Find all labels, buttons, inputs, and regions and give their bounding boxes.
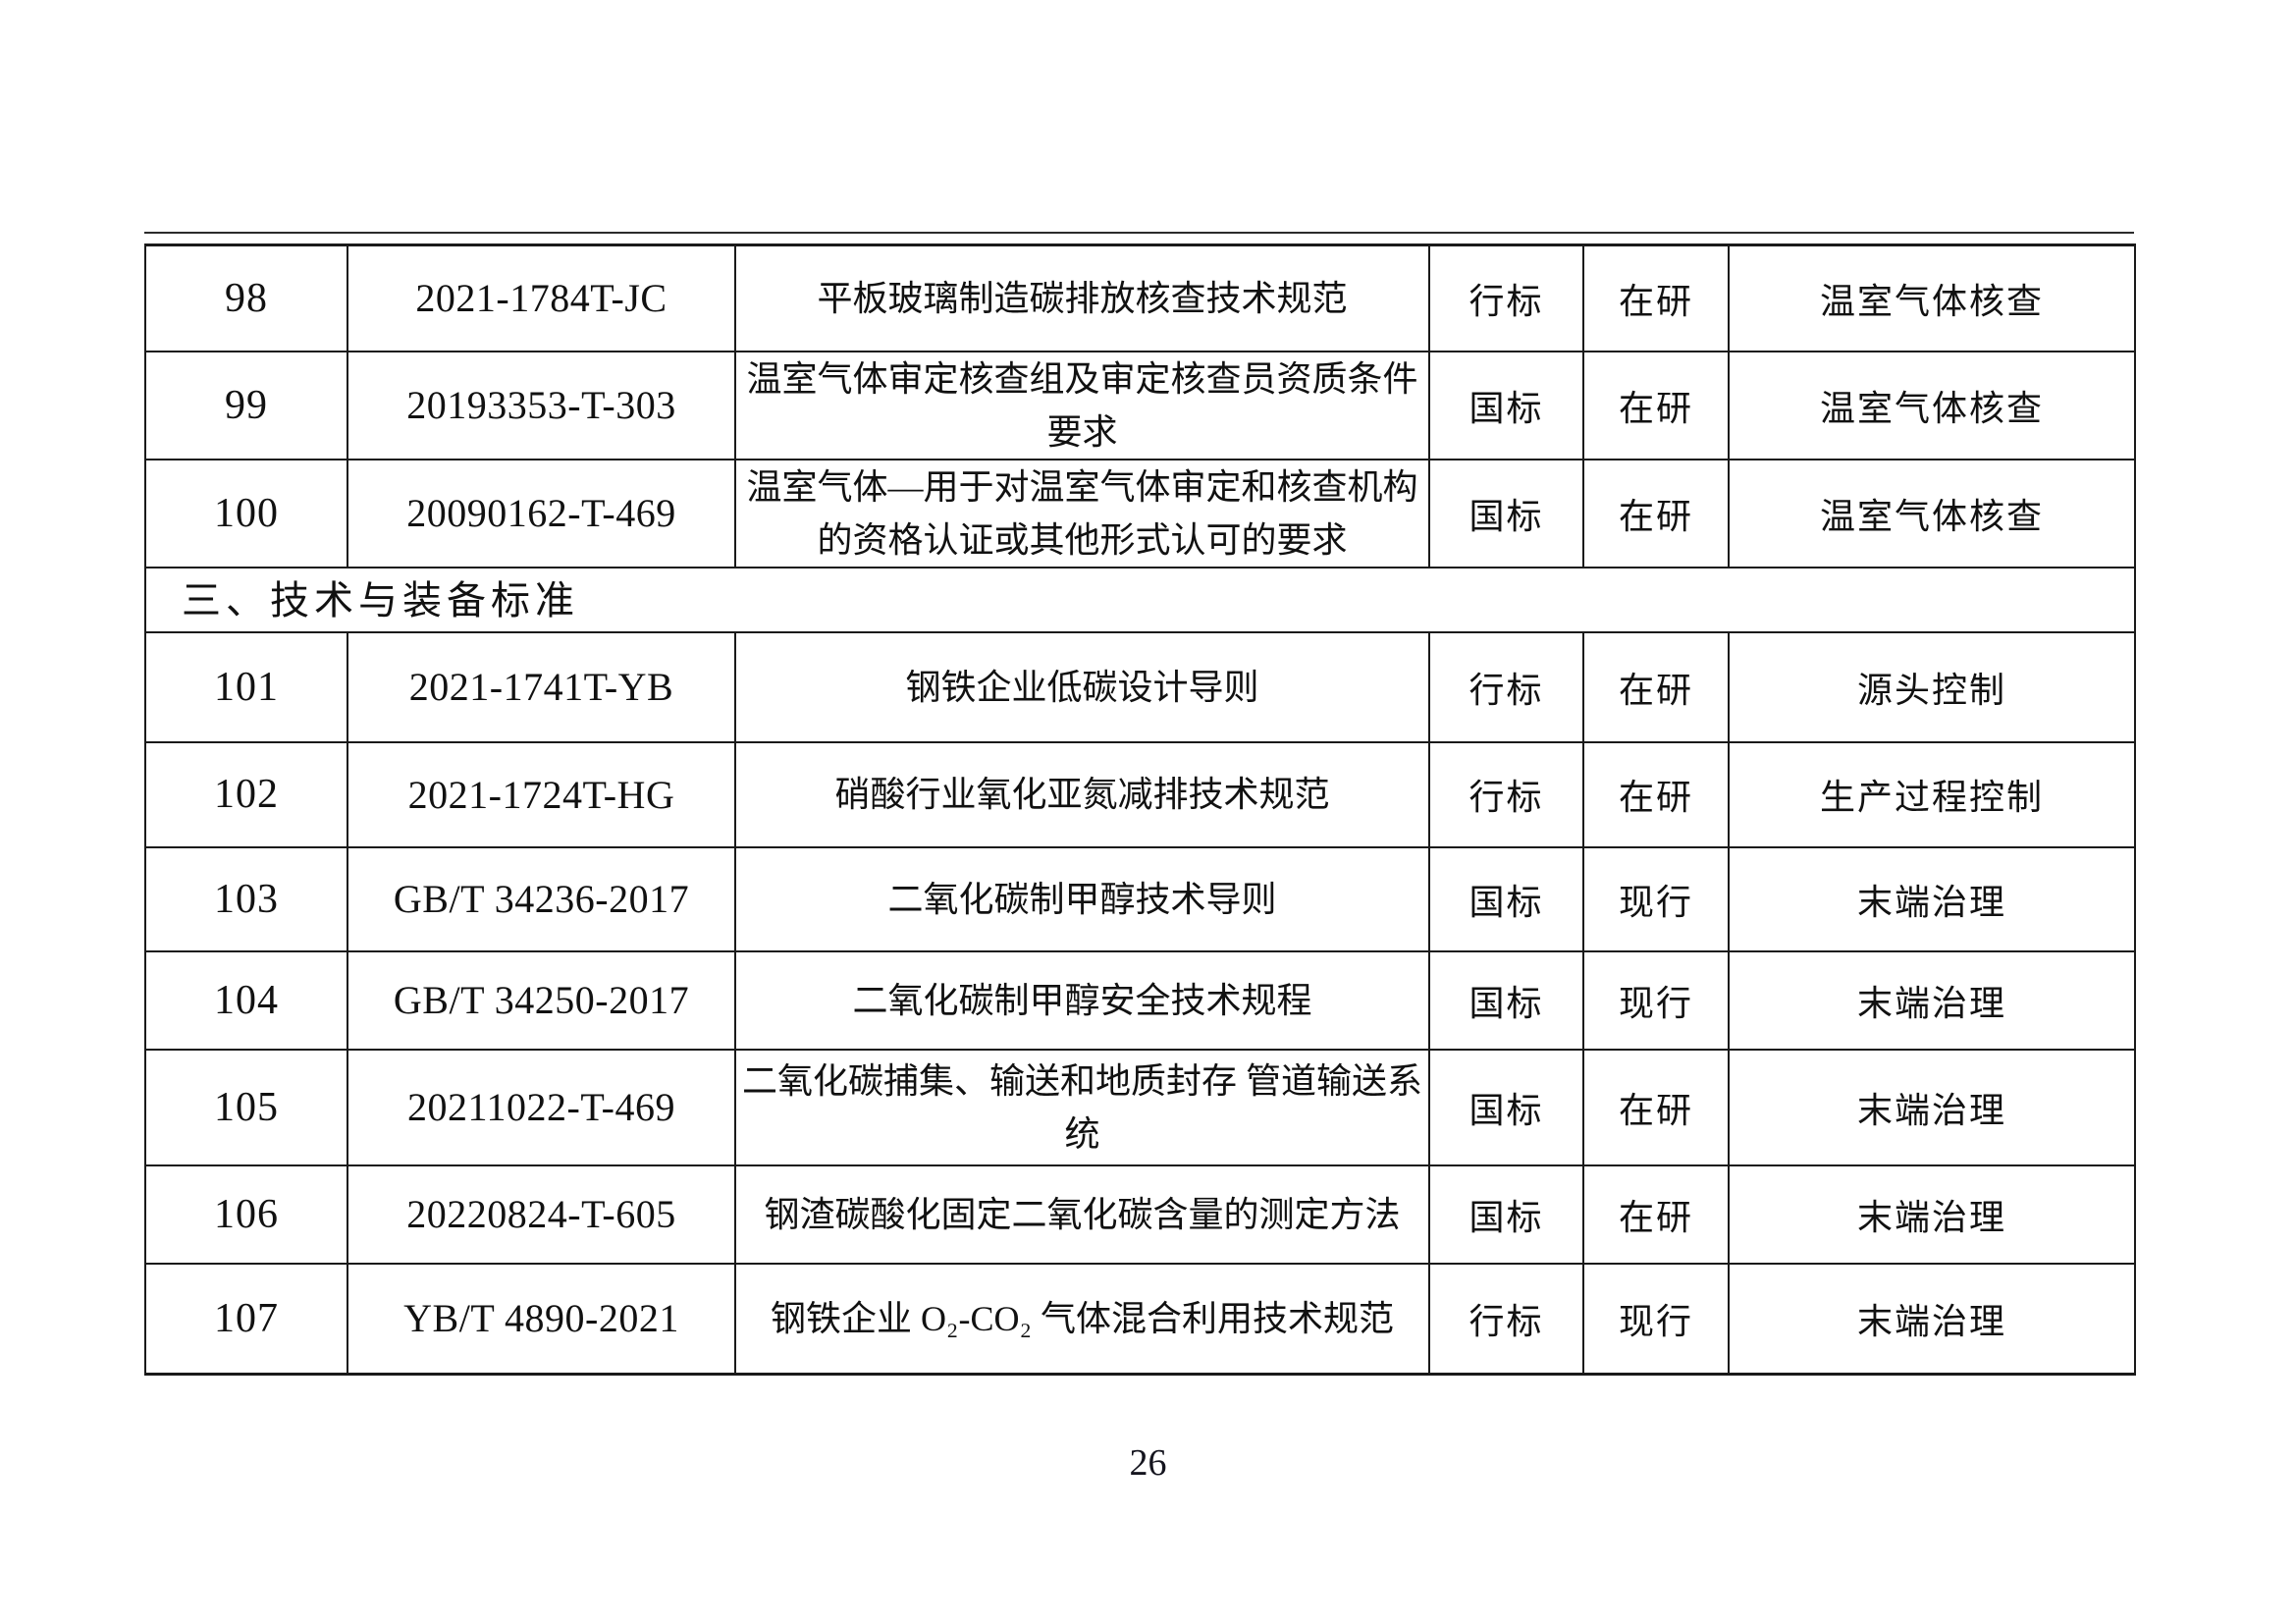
standard-type-cell: 国标 xyxy=(1428,350,1584,460)
category-cell: 末端治理 xyxy=(1728,949,2136,1051)
row-number-cell: 98 xyxy=(144,244,348,352)
standard-type-cell: 国标 xyxy=(1428,1048,1584,1166)
category-cell: 生产过程控制 xyxy=(1728,740,2136,848)
standard-name-cell: 硝酸行业氧化亚氮减排技术规范 xyxy=(734,740,1430,848)
page-number: 26 xyxy=(1129,1442,1167,1484)
standard-code-cell: 20220824-T-605 xyxy=(347,1164,736,1265)
standard-code-cell: 2021-1724T-HG xyxy=(347,740,736,848)
standard-name-cell: 钢渣碳酸化固定二氧化碳含量的测定方法 xyxy=(734,1164,1430,1265)
row-number-cell: 103 xyxy=(144,845,348,952)
table-row: 98 2021-1784T-JC 平板玻璃制造碳排放核查技术规范 行标 在研 温… xyxy=(144,244,2136,352)
section-header-label: 三、技术与装备标准 xyxy=(144,566,2136,633)
standard-code-cell: 2021-1784T-JC xyxy=(347,244,736,352)
standard-type-cell: 国标 xyxy=(1428,949,1584,1051)
table-row: 102 2021-1724T-HG 硝酸行业氧化亚氮减排技术规范 行标 在研 生… xyxy=(144,740,2136,848)
standard-code-cell: GB/T 34236-2017 xyxy=(347,845,736,952)
standard-type-cell: 国标 xyxy=(1428,1164,1584,1265)
standard-code-cell: GB/T 34250-2017 xyxy=(347,949,736,1051)
standard-name-cell: 二氧化碳捕集、输送和地质封存 管道输送系统 xyxy=(734,1048,1430,1166)
standard-type-cell: 行标 xyxy=(1428,1262,1584,1376)
standard-status-cell: 现行 xyxy=(1582,845,1730,952)
standard-code-cell: 20090162-T-469 xyxy=(347,458,736,568)
table-row: 101 2021-1741T-YB 钢铁企业低碳设计导则 行标 在研 源头控制 xyxy=(144,630,2136,743)
standard-status-cell: 在研 xyxy=(1582,244,1730,352)
standard-status-cell: 在研 xyxy=(1582,740,1730,848)
section-header-row: 三、技术与装备标准 xyxy=(144,566,2136,633)
row-number-cell: 106 xyxy=(144,1164,348,1265)
row-number-cell: 102 xyxy=(144,740,348,848)
table-row: 104 GB/T 34250-2017 二氧化碳制甲醇安全技术规程 国标 现行 … xyxy=(144,949,2136,1051)
standard-status-cell: 在研 xyxy=(1582,458,1730,568)
table-row: 105 20211022-T-469 二氧化碳捕集、输送和地质封存 管道输送系统… xyxy=(144,1048,2136,1166)
standards-table: 98 2021-1784T-JC 平板玻璃制造碳排放核查技术规范 行标 在研 温… xyxy=(144,244,2136,1376)
category-cell: 温室气体核查 xyxy=(1728,350,2136,460)
standard-code-cell: 2021-1741T-YB xyxy=(347,630,736,743)
standard-name-cell: 钢铁企业低碳设计导则 xyxy=(734,630,1430,743)
table-row: 99 20193353-T-303 温室气体审定核查组及审定核查员资质条件要求 … xyxy=(144,350,2136,460)
row-number-cell: 100 xyxy=(144,458,348,568)
category-cell: 源头控制 xyxy=(1728,630,2136,743)
category-cell: 末端治理 xyxy=(1728,845,2136,952)
standard-type-cell: 行标 xyxy=(1428,244,1584,352)
category-cell: 温室气体核查 xyxy=(1728,244,2136,352)
row-number-cell: 107 xyxy=(144,1262,348,1376)
category-cell: 温室气体核查 xyxy=(1728,458,2136,568)
standard-name-cell: 温室气体审定核查组及审定核查员资质条件要求 xyxy=(734,350,1430,460)
row-number-cell: 105 xyxy=(144,1048,348,1166)
table-row: 106 20220824-T-605 钢渣碳酸化固定二氧化碳含量的测定方法 国标… xyxy=(144,1164,2136,1265)
table-row: 100 20090162-T-469 温室气体—用于对温室气体审定和核查机构的资… xyxy=(144,458,2136,568)
standard-status-cell: 在研 xyxy=(1582,1164,1730,1265)
standard-name-cell: 二氧化碳制甲醇技术导则 xyxy=(734,845,1430,952)
row-number-cell: 104 xyxy=(144,949,348,1051)
standard-type-cell: 国标 xyxy=(1428,458,1584,568)
standard-name-cell: 平板玻璃制造碳排放核查技术规范 xyxy=(734,244,1430,352)
standard-status-cell: 现行 xyxy=(1582,949,1730,1051)
standard-status-cell: 在研 xyxy=(1582,1048,1730,1166)
standard-code-cell: 20211022-T-469 xyxy=(347,1048,736,1166)
standard-type-cell: 行标 xyxy=(1428,630,1584,743)
standard-code-cell: 20193353-T-303 xyxy=(347,350,736,460)
standard-status-cell: 现行 xyxy=(1582,1262,1730,1376)
category-cell: 末端治理 xyxy=(1728,1048,2136,1166)
table-row: 107 YB/T 4890-2021 钢铁企业 O₂-CO₂ 气体混合利用技术规… xyxy=(144,1262,2136,1376)
row-number-cell: 101 xyxy=(144,630,348,743)
standard-status-cell: 在研 xyxy=(1582,350,1730,460)
standard-type-cell: 国标 xyxy=(1428,845,1584,952)
standard-name-cell: 二氧化碳制甲醇安全技术规程 xyxy=(734,949,1430,1051)
category-cell: 末端治理 xyxy=(1728,1164,2136,1265)
table-top-rule xyxy=(144,232,2134,234)
standard-status-cell: 在研 xyxy=(1582,630,1730,743)
standard-name-cell: 温室气体—用于对温室气体审定和核查机构的资格认证或其他形式认可的要求 xyxy=(734,458,1430,568)
standard-code-cell: YB/T 4890-2021 xyxy=(347,1262,736,1376)
standard-name-cell: 钢铁企业 O₂-CO₂ 气体混合利用技术规范 xyxy=(734,1262,1430,1376)
row-number-cell: 99 xyxy=(144,350,348,460)
table-row: 103 GB/T 34236-2017 二氧化碳制甲醇技术导则 国标 现行 末端… xyxy=(144,845,2136,952)
category-cell: 末端治理 xyxy=(1728,1262,2136,1376)
standard-type-cell: 行标 xyxy=(1428,740,1584,848)
